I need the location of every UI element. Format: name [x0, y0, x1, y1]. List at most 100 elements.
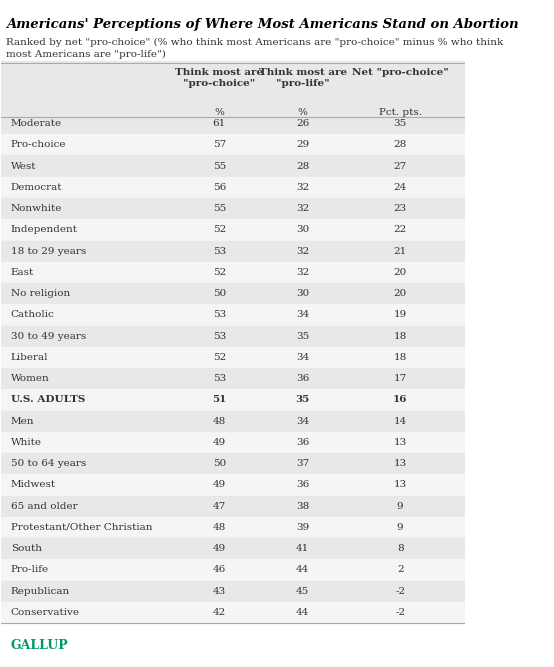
Text: 34: 34	[296, 417, 309, 426]
Text: Think most are
"pro-choice": Think most are "pro-choice"	[175, 68, 263, 88]
Text: -2: -2	[395, 608, 405, 617]
Bar	[2, 411, 465, 432]
Text: 36: 36	[296, 438, 309, 447]
Text: 17: 17	[393, 374, 407, 383]
Text: Pct. pts.: Pct. pts.	[378, 108, 422, 117]
Text: 2: 2	[397, 566, 403, 574]
Bar	[2, 432, 465, 453]
Text: 53: 53	[213, 310, 226, 319]
Text: 50: 50	[213, 289, 226, 298]
Text: Men: Men	[11, 417, 34, 426]
Text: 13: 13	[393, 438, 407, 447]
Bar	[2, 155, 465, 177]
Text: Ranked by net "pro-choice" (% who think most Americans are "pro-choice" minus % : Ranked by net "pro-choice" (% who think …	[6, 38, 503, 59]
Text: -2: -2	[395, 587, 405, 596]
Text: 45: 45	[296, 587, 309, 596]
Bar	[2, 113, 465, 134]
Text: Republican: Republican	[11, 587, 70, 596]
Text: 52: 52	[213, 268, 226, 277]
Text: 13: 13	[393, 459, 407, 468]
Bar	[2, 474, 465, 496]
Bar	[2, 177, 465, 198]
Text: 44: 44	[296, 566, 309, 574]
Text: Conservative: Conservative	[11, 608, 80, 617]
Bar	[2, 538, 465, 560]
Bar	[2, 453, 465, 474]
Text: 38: 38	[296, 502, 309, 511]
Bar	[2, 368, 465, 390]
Bar	[2, 602, 465, 623]
Text: 53: 53	[213, 247, 226, 255]
Text: 16: 16	[393, 396, 407, 404]
Text: 32: 32	[296, 204, 309, 213]
Text: East: East	[11, 268, 34, 277]
Text: 30 to 49 years: 30 to 49 years	[11, 331, 86, 341]
Text: 48: 48	[213, 523, 226, 532]
Text: Midwest: Midwest	[11, 480, 56, 490]
Text: 9: 9	[397, 502, 403, 511]
Text: 28: 28	[393, 140, 407, 149]
Bar	[2, 347, 465, 368]
Text: 53: 53	[213, 374, 226, 383]
Bar	[2, 325, 465, 347]
Text: 47: 47	[213, 502, 226, 511]
Text: 50: 50	[213, 459, 226, 468]
Text: 22: 22	[393, 225, 407, 234]
Text: 44: 44	[296, 608, 309, 617]
Bar	[2, 390, 465, 411]
Text: Moderate: Moderate	[11, 119, 62, 128]
Text: No religion: No religion	[11, 289, 70, 298]
Text: 35: 35	[296, 396, 310, 404]
Text: 65 and older: 65 and older	[11, 502, 78, 511]
Text: 57: 57	[213, 140, 226, 149]
Text: 42: 42	[213, 608, 226, 617]
Text: 18: 18	[393, 331, 407, 341]
Text: 23: 23	[393, 204, 407, 213]
Text: Think most are
"pro-life": Think most are "pro-life"	[259, 68, 347, 88]
Text: 49: 49	[213, 438, 226, 447]
Bar	[2, 261, 465, 283]
Bar	[2, 219, 465, 241]
Text: 53: 53	[213, 331, 226, 341]
Text: 41: 41	[296, 544, 309, 553]
Text: 27: 27	[393, 161, 407, 171]
Text: Nonwhite: Nonwhite	[11, 204, 62, 213]
Text: 36: 36	[296, 480, 309, 490]
Text: South: South	[11, 544, 42, 553]
Text: 29: 29	[296, 140, 309, 149]
Text: 51: 51	[212, 396, 227, 404]
Text: 35: 35	[296, 331, 309, 341]
Bar	[2, 517, 465, 538]
Text: U.S. ADULTS: U.S. ADULTS	[11, 396, 85, 404]
Text: 14: 14	[393, 417, 407, 426]
Text: West: West	[11, 161, 36, 171]
Text: Pro-life: Pro-life	[11, 566, 49, 574]
Text: 50 to 64 years: 50 to 64 years	[11, 459, 86, 468]
Text: 24: 24	[393, 183, 407, 192]
Text: 56: 56	[213, 183, 226, 192]
Text: 20: 20	[393, 289, 407, 298]
Bar	[2, 560, 465, 580]
Text: 19: 19	[393, 310, 407, 319]
Text: 46: 46	[213, 566, 226, 574]
Text: 55: 55	[213, 161, 226, 171]
Text: 55: 55	[213, 204, 226, 213]
Text: 26: 26	[296, 119, 309, 128]
Text: 8: 8	[397, 544, 403, 553]
Text: 49: 49	[213, 480, 226, 490]
Text: 21: 21	[393, 247, 407, 255]
Bar	[2, 304, 465, 325]
Bar	[2, 283, 465, 304]
Text: 18: 18	[393, 353, 407, 362]
Text: White: White	[11, 438, 42, 447]
Text: 37: 37	[296, 459, 309, 468]
Text: 49: 49	[213, 544, 226, 553]
Bar	[2, 61, 465, 104]
Text: 9: 9	[397, 523, 403, 532]
Bar	[2, 134, 465, 155]
Text: Net "pro-choice": Net "pro-choice"	[352, 68, 449, 77]
Text: 30: 30	[296, 289, 309, 298]
Text: 13: 13	[393, 480, 407, 490]
Text: 18 to 29 years: 18 to 29 years	[11, 247, 86, 255]
Text: Catholic: Catholic	[11, 310, 54, 319]
